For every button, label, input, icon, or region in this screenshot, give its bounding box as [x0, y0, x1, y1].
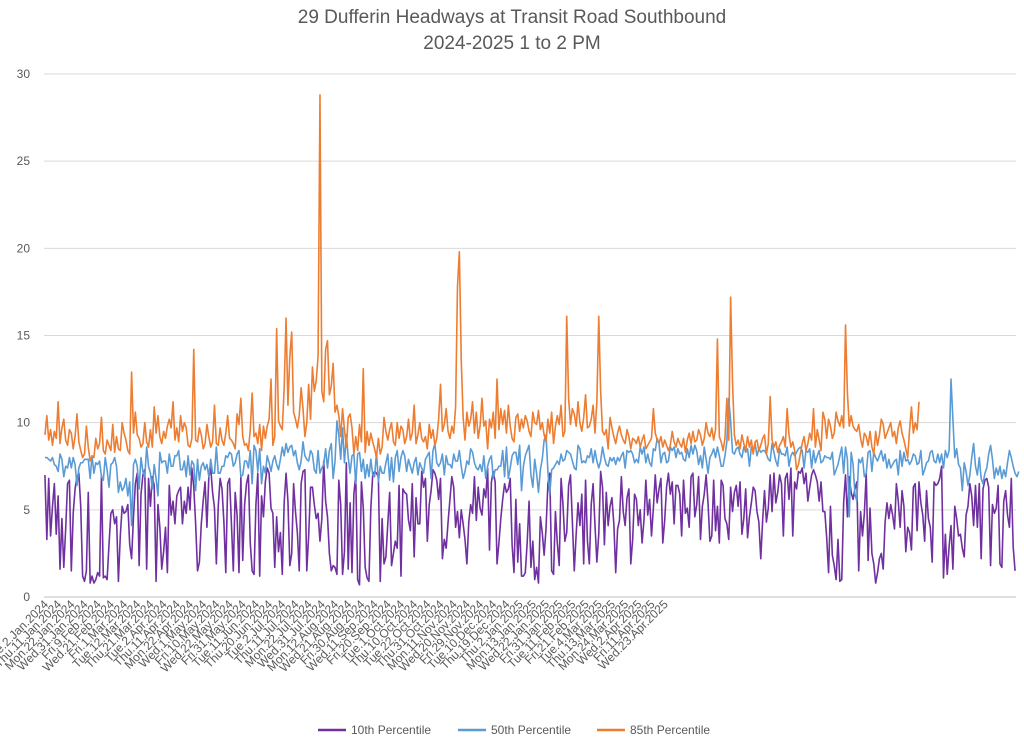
y-tick-label: 0 — [23, 590, 30, 604]
y-axis-ticks: 0 5 10 15 20 25 30 — [17, 67, 31, 604]
series-line — [44, 460, 1016, 586]
x-axis-ticks: Tue.2.Jan.2024Thu.11.Jan.2024Mon.22.Jan.… — [0, 597, 671, 675]
chart-subtitle: 2024-2025 1 to 2 PM — [423, 33, 600, 54]
chart-title: 29 Dufferin Headways at Transit Road Sou… — [298, 7, 726, 28]
y-tick-label: 15 — [17, 329, 31, 343]
legend-label: 50th Percentile — [491, 723, 571, 737]
legend-label: 10th Percentile — [351, 723, 431, 737]
y-tick-label: 25 — [17, 154, 31, 168]
legend: 10th Percentile 50th Percentile 85th Perce… — [318, 723, 710, 737]
series-lines — [44, 94, 1020, 586]
legend-label: 85th Percentile — [630, 723, 710, 737]
series-line — [44, 378, 1020, 527]
y-tick-label: 10 — [17, 416, 31, 430]
y-tick-label: 20 — [17, 241, 31, 255]
series-line — [44, 94, 920, 471]
y-tick-label: 30 — [17, 67, 31, 81]
y-tick-label: 5 — [23, 503, 30, 517]
